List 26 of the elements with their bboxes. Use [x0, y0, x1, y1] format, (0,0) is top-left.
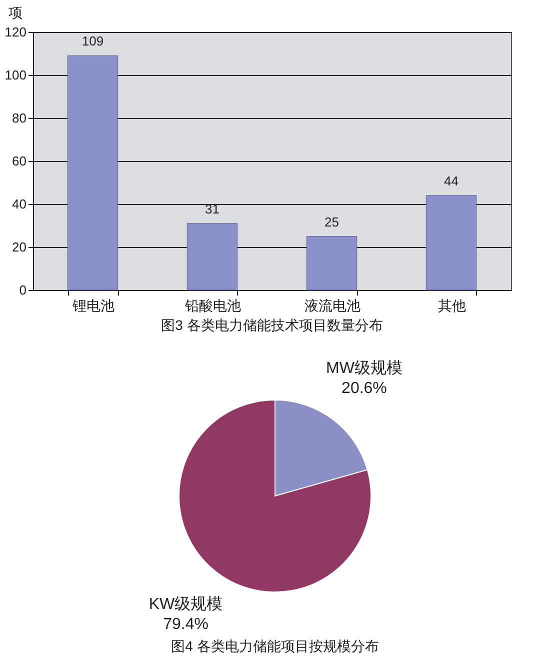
- y-tick-label: 40: [12, 196, 26, 212]
- y-tick-label: 60: [12, 154, 26, 168]
- slice-label: MW级规模: [326, 358, 402, 377]
- bar: [67, 55, 118, 290]
- text: 图4 各类电力储能项目按规模分布: [171, 638, 379, 654]
- x-tick-label: 铅酸电池: [184, 298, 241, 314]
- text: 图3 各类电力储能技术项目数量分布: [161, 317, 383, 333]
- bar: [306, 236, 358, 290]
- y-tick-label: 100: [4, 68, 26, 82]
- data-label: 44: [444, 173, 458, 188]
- x-tick-label: 液流电池: [304, 298, 360, 314]
- bar: [426, 195, 477, 290]
- y-tick-label: 80: [12, 110, 26, 126]
- data-label: 20.6%: [342, 380, 387, 397]
- bar: [186, 223, 238, 290]
- data-label: 25: [324, 214, 339, 230]
- y-tick-label: 0: [19, 282, 26, 298]
- y-tick-label: 20: [12, 240, 26, 254]
- slice-label: KW级规模: [148, 595, 223, 614]
- y-tick-label: 120: [4, 24, 26, 40]
- x-tick-label: 锂电池: [71, 298, 114, 314]
- x-tick-label: 其他: [438, 298, 466, 314]
- pie-slice: [178, 400, 372, 592]
- y-axis-title: 项: [8, 4, 22, 20]
- data-label: 79.4%: [163, 616, 208, 634]
- data-label: 109: [82, 34, 104, 49]
